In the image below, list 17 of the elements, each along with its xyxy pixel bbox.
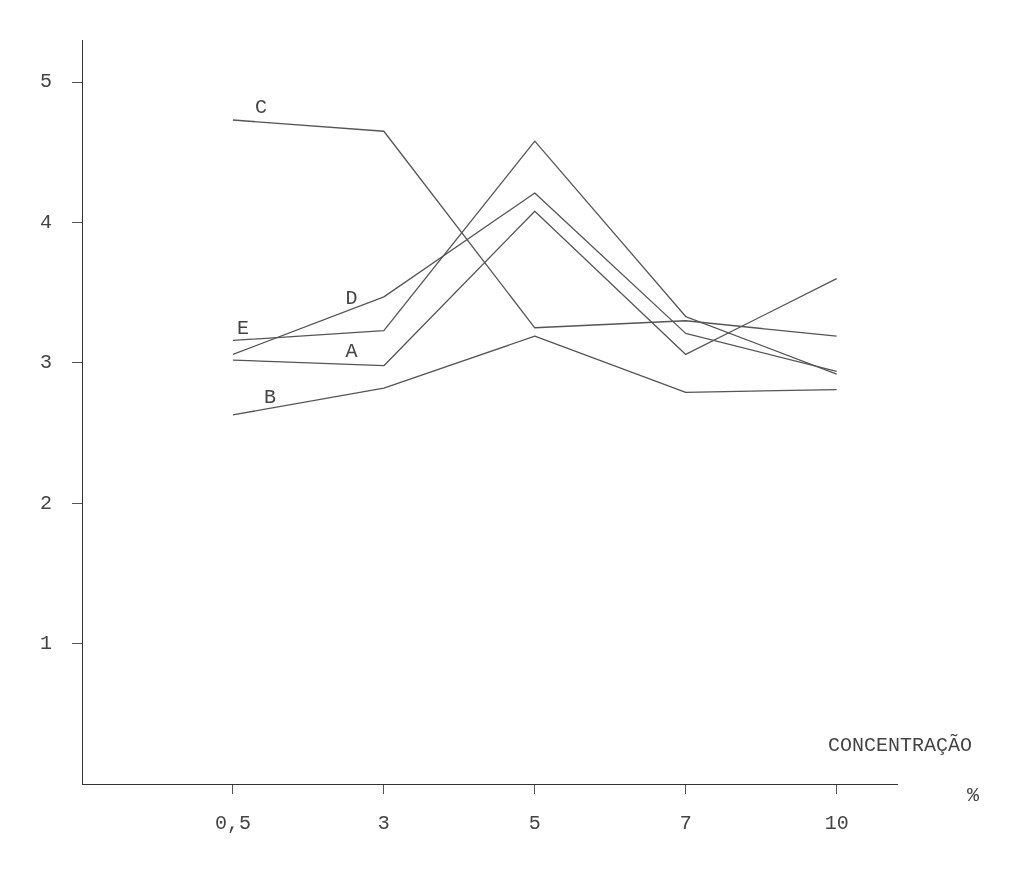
x-tick-label: 5	[528, 812, 541, 836]
y-tick-label: 1	[39, 631, 52, 655]
series-label: C	[255, 95, 268, 119]
x-tick-label: 7	[679, 812, 692, 836]
x-tick-label: 10	[824, 812, 849, 836]
series-label: E	[236, 316, 249, 340]
x-tick-label: 3	[377, 812, 390, 836]
series-label: B	[264, 386, 277, 410]
series-label: A	[345, 340, 358, 364]
x-tick-label: 0,5	[214, 812, 251, 836]
y-tick-label: 3	[39, 351, 52, 375]
text: %	[967, 784, 980, 808]
y-tick-label: 2	[39, 491, 52, 515]
series-label: D	[345, 287, 358, 311]
x-axis-title: CONCENTRAÇÃO	[827, 733, 972, 758]
y-tick-label: 5	[39, 70, 52, 94]
y-tick-label: 4	[39, 210, 52, 234]
